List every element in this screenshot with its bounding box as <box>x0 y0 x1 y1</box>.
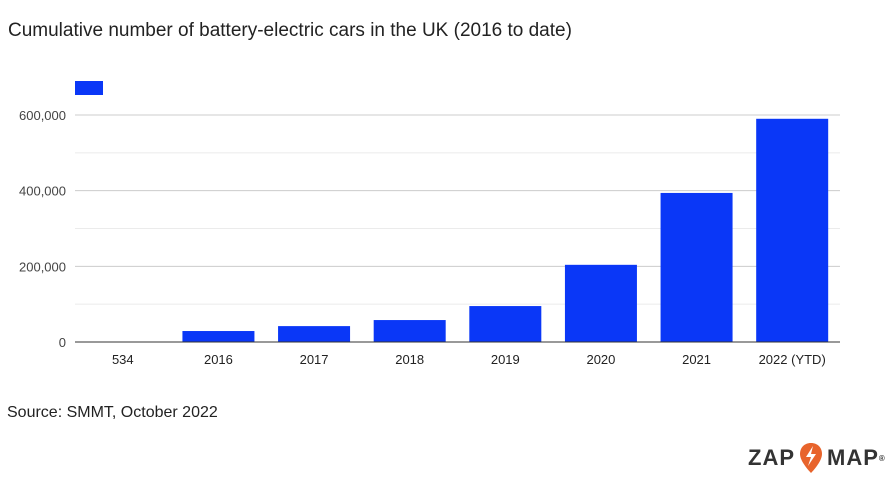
x-tick-label: 2021 <box>682 352 711 367</box>
x-tick-label: 2018 <box>395 352 424 367</box>
bar <box>756 118 829 343</box>
x-tick-label: 2016 <box>204 352 233 367</box>
legend-swatch <box>75 81 103 95</box>
y-tick-label: 600,000 <box>19 108 66 123</box>
logo-text-left: ZAP <box>748 445 795 470</box>
x-tick-label: 534 <box>112 352 134 367</box>
bar-chart: 0 200,000 400,000 600,000 534 2016 2017 2018 201… <box>19 81 840 367</box>
x-tick-label: 2022 (YTD) <box>759 352 826 367</box>
bar <box>469 306 542 342</box>
chart-title: Cumulative number of battery-electric ca… <box>8 20 572 41</box>
logo-text-right: MAP <box>827 445 879 470</box>
y-tick-label: 400,000 <box>19 184 66 199</box>
bar <box>660 192 733 342</box>
x-tick-label: 2020 <box>586 352 615 367</box>
x-tick-label: 2017 <box>300 352 329 367</box>
y-tick-label: 0 <box>59 335 66 350</box>
pin-bolt-icon <box>800 443 822 473</box>
bar <box>564 264 637 342</box>
bar <box>373 320 446 342</box>
bar <box>278 326 351 342</box>
x-tick-label: 2019 <box>491 352 520 367</box>
bar <box>182 331 255 342</box>
source-note: Source: SMMT, October 2022 <box>7 404 218 421</box>
y-tick-label: 200,000 <box>19 259 66 274</box>
zapmap-logo: ZAP MAP ® <box>748 442 886 474</box>
